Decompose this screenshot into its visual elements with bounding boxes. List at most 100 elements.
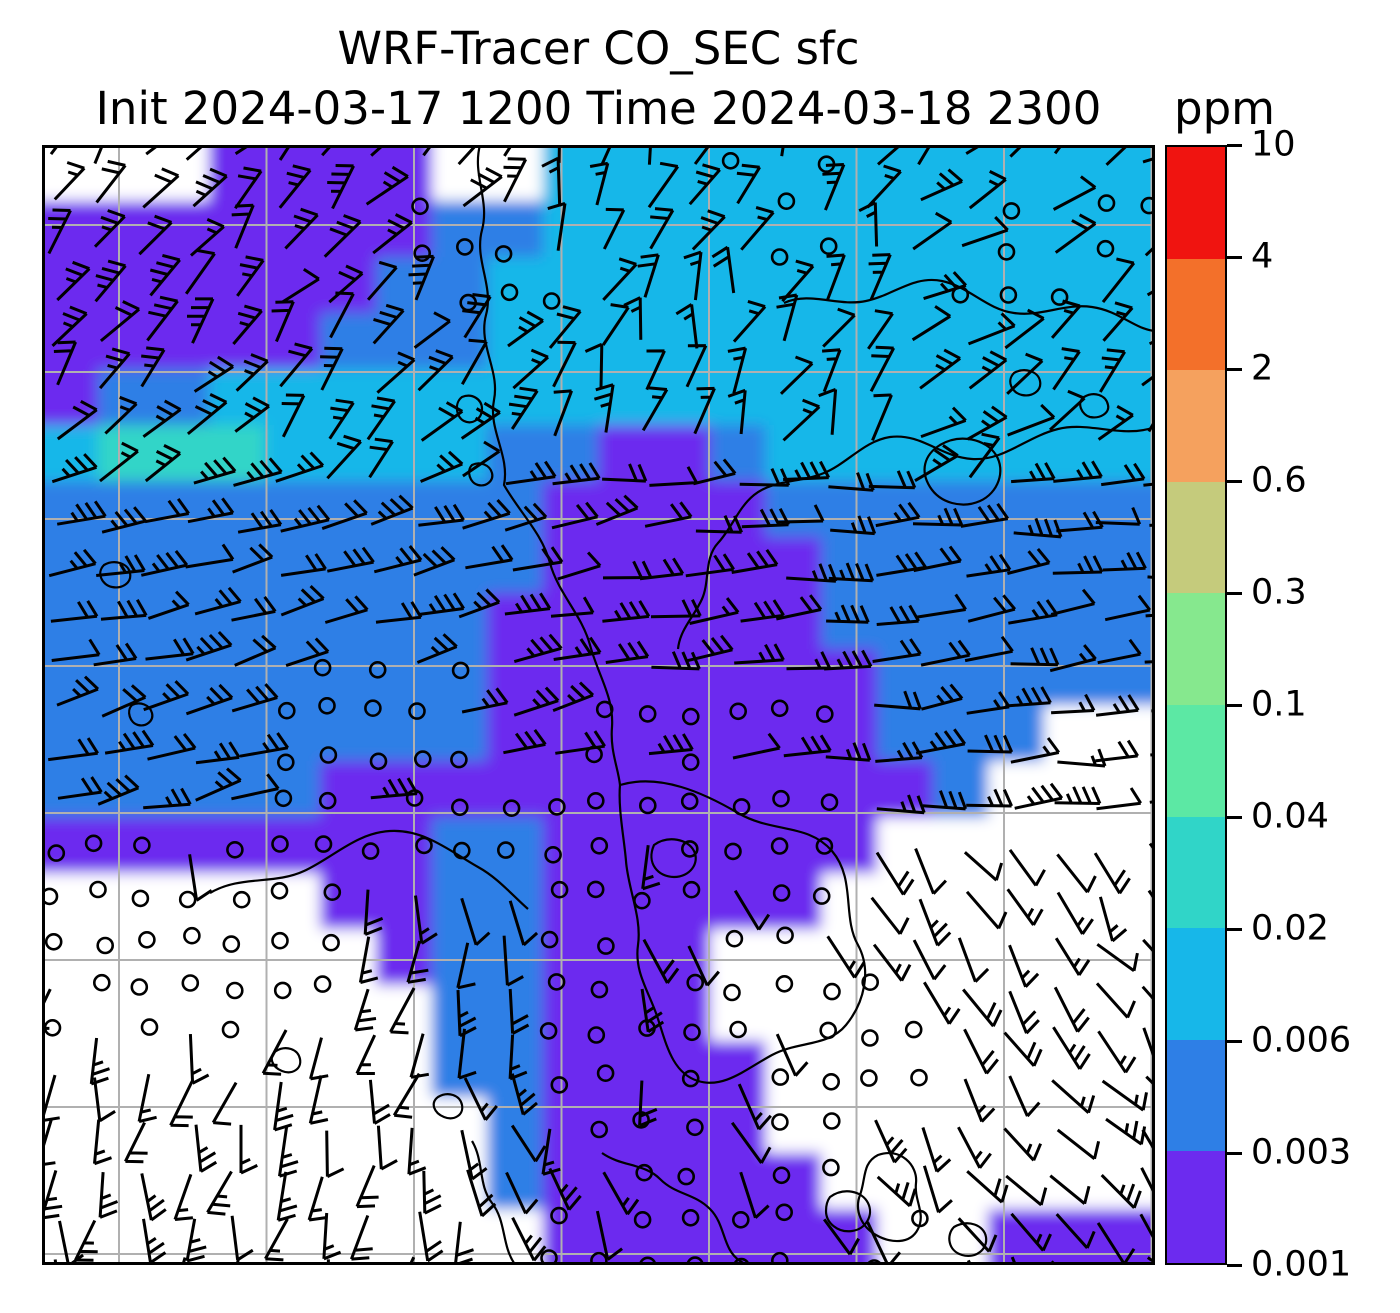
wind-barb [688, 163, 721, 206]
calm-circle [313, 658, 332, 677]
wind-barb [138, 214, 173, 256]
wind-barb [280, 553, 327, 577]
wind-barb [786, 563, 838, 583]
wind-barb [56, 675, 100, 707]
calm-circle [450, 798, 469, 817]
calm-circle [585, 745, 603, 764]
calm-circle [544, 845, 562, 864]
wind-barb [1095, 694, 1140, 717]
wind-barb [466, 1169, 497, 1218]
calm-circle [278, 701, 296, 720]
wind-barb [962, 988, 1003, 1028]
wind-barb [912, 211, 953, 251]
coastline [1079, 393, 1110, 419]
calm-circle [502, 799, 521, 818]
wind-barb [510, 1073, 538, 1116]
calm-circle [232, 890, 251, 909]
colorbar-tick [1227, 367, 1242, 371]
wind-barb [1093, 852, 1131, 895]
wind-barb [779, 355, 814, 395]
wind-barb [505, 460, 557, 486]
wind-barb [145, 637, 195, 661]
coastline [99, 561, 132, 589]
wind-barb [1141, 985, 1155, 1003]
wind-barb [593, 383, 615, 433]
wind-barb [1095, 982, 1136, 1019]
wind-barb [74, 1219, 98, 1262]
wind-barb [917, 145, 932, 166]
calm-circle [221, 1020, 240, 1039]
wind-barb [914, 444, 959, 482]
wind-barb [353, 988, 377, 1032]
calm-circle [682, 880, 701, 899]
wind-barb [508, 386, 539, 430]
wind-barb [685, 634, 734, 663]
wind-barb [188, 1034, 210, 1085]
wind-barb [683, 250, 703, 301]
calm-circle [681, 753, 700, 772]
calm-circle [910, 1068, 928, 1087]
calm-circle [596, 1064, 615, 1083]
wind-barb [737, 1083, 772, 1131]
wind-barb [919, 348, 961, 390]
wind-barb [1007, 547, 1051, 575]
wind-barb [693, 386, 716, 435]
wind-barb [966, 553, 1012, 578]
wind-barb [1054, 937, 1091, 976]
calm-circle [130, 978, 149, 996]
wind-barb [143, 680, 190, 712]
wind-barb [780, 145, 785, 157]
calm-circle [323, 883, 342, 902]
wind-barb [647, 161, 680, 209]
calm-circle [42, 887, 59, 906]
wind-barb [648, 733, 694, 756]
wind-barb [1051, 1079, 1096, 1114]
wind-barb [355, 1034, 377, 1075]
colorbar-segment [1167, 147, 1225, 259]
wind-barb [1142, 156, 1155, 164]
wind-barb [93, 1119, 112, 1166]
colorbar-tick [1227, 1263, 1242, 1267]
wind-barb [783, 734, 832, 758]
wind-barb [145, 145, 161, 156]
calm-circle [273, 981, 292, 1000]
wind-barb [1003, 1127, 1042, 1162]
wind-barb [370, 777, 419, 800]
colorbar-segment [1167, 1039, 1225, 1152]
coastline [128, 702, 154, 727]
wind-barb [94, 259, 127, 303]
wind-barb [93, 209, 126, 248]
wind-barb [868, 253, 892, 301]
wind-barb [355, 1165, 379, 1209]
wind-barb [1104, 594, 1151, 622]
wind-barb [641, 386, 669, 432]
wind-barb [553, 389, 574, 437]
wind-barb [48, 737, 99, 762]
wind-barb [1142, 1027, 1155, 1065]
wind-barb [1010, 647, 1060, 667]
calm-circle [729, 702, 748, 721]
wind-barb [308, 1075, 329, 1125]
calm-circle [540, 930, 559, 949]
colorbar-tick [1227, 591, 1242, 595]
wind-barb [822, 163, 846, 211]
wind-barb [1053, 460, 1103, 483]
calm-circle [590, 980, 609, 999]
coastline [856, 1152, 922, 1243]
wind-barb [231, 203, 255, 249]
calm-circle [861, 973, 880, 992]
wind-barb [961, 216, 1009, 248]
wind-barb [1100, 462, 1146, 487]
wind-barb [916, 593, 967, 619]
wind-barb [143, 787, 192, 810]
wind-barb [503, 157, 528, 203]
wind-barb [456, 942, 476, 990]
wind-barb [778, 504, 825, 524]
wind-barb [407, 1127, 427, 1176]
wind-barb [1052, 175, 1097, 211]
wind-barb [1005, 1174, 1048, 1207]
wind-barb [913, 545, 962, 573]
wind-barb [691, 209, 726, 251]
wind-barb [239, 1124, 258, 1175]
calm-circle [686, 1118, 704, 1137]
